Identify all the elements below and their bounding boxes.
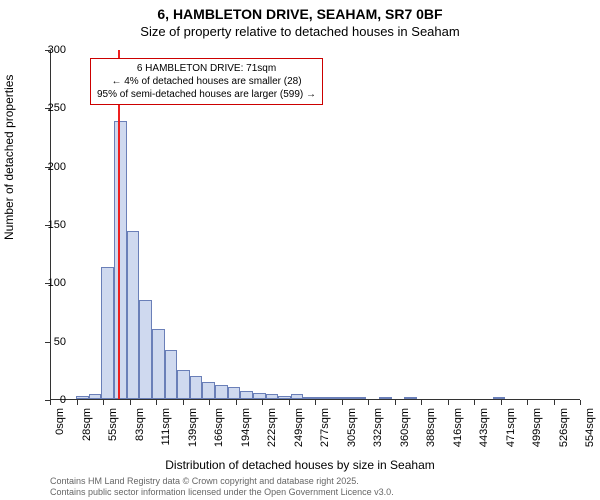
histogram-bar [404, 397, 417, 399]
histogram-bar [493, 397, 506, 399]
x-tick-mark [103, 400, 104, 405]
y-tick-mark [45, 342, 50, 343]
x-tick-mark [156, 400, 157, 405]
x-tick-mark [421, 400, 422, 405]
credits-line-1: Contains HM Land Registry data © Crown c… [50, 476, 394, 487]
histogram-bar [215, 385, 228, 399]
x-axis-label: Distribution of detached houses by size … [0, 458, 600, 472]
y-tick-mark [45, 225, 50, 226]
x-tick-mark [236, 400, 237, 405]
histogram-bar [240, 391, 253, 399]
y-tick-label: 100 [36, 277, 66, 289]
histogram-bar [202, 382, 215, 400]
x-tick-label: 471sqm [505, 408, 517, 447]
x-tick-label: 249sqm [293, 408, 305, 447]
chart-title-sub: Size of property relative to detached ho… [0, 24, 600, 39]
x-tick-mark [527, 400, 528, 405]
chart-title-main: 6, HAMBLETON DRIVE, SEAHAM, SR7 0BF [0, 6, 600, 22]
credits: Contains HM Land Registry data © Crown c… [50, 476, 394, 498]
x-tick-mark [315, 400, 316, 405]
x-tick-mark [130, 400, 131, 405]
x-tick-label: 166sqm [213, 408, 225, 447]
y-tick-label: 300 [36, 44, 66, 56]
annotation-line-1: 6 HAMBLETON DRIVE: 71sqm [97, 62, 316, 75]
histogram-bar [165, 350, 178, 399]
x-tick-label: 222sqm [266, 408, 278, 447]
histogram-bar [139, 300, 152, 399]
x-tick-mark [77, 400, 78, 405]
histogram-bar [316, 397, 329, 399]
x-tick-label: 388sqm [425, 408, 437, 447]
x-tick-mark [395, 400, 396, 405]
histogram-bar [228, 387, 241, 399]
histogram-bar [379, 397, 392, 399]
x-tick-mark [342, 400, 343, 405]
y-tick-label: 200 [36, 161, 66, 173]
x-tick-label: 139sqm [187, 408, 199, 447]
y-tick-mark [45, 108, 50, 109]
histogram-bar [266, 394, 279, 399]
x-tick-mark [554, 400, 555, 405]
y-tick-label: 0 [36, 394, 66, 406]
histogram-bar [190, 376, 203, 399]
histogram-bar [354, 397, 367, 399]
x-tick-label: 499sqm [531, 408, 543, 447]
x-tick-mark [209, 400, 210, 405]
x-tick-label: 332sqm [372, 408, 384, 447]
x-tick-mark [474, 400, 475, 405]
x-tick-label: 55sqm [107, 408, 119, 441]
histogram-bar [127, 231, 140, 399]
x-tick-label: 526sqm [558, 408, 570, 447]
histogram-bar [291, 394, 304, 399]
histogram-chart: 6, HAMBLETON DRIVE, SEAHAM, SR7 0BF Size… [0, 0, 600, 500]
x-tick-mark [580, 400, 581, 405]
x-tick-mark [501, 400, 502, 405]
credits-line-2: Contains public sector information licen… [50, 487, 394, 498]
x-tick-label: 83sqm [134, 408, 146, 441]
histogram-bar [341, 397, 354, 399]
histogram-bar [76, 396, 89, 400]
y-tick-mark [45, 167, 50, 168]
x-tick-label: 28sqm [81, 408, 93, 441]
y-tick-mark [45, 50, 50, 51]
x-tick-label: 277sqm [319, 408, 331, 447]
annotation-line-3: 95% of semi-detached houses are larger (… [97, 88, 316, 101]
histogram-bar [303, 397, 316, 399]
y-tick-mark [45, 283, 50, 284]
x-tick-mark [289, 400, 290, 405]
histogram-bar [114, 121, 127, 399]
histogram-bar [89, 394, 102, 399]
x-tick-mark [183, 400, 184, 405]
histogram-bar [177, 370, 190, 399]
y-tick-label: 250 [36, 102, 66, 114]
annotation-box: 6 HAMBLETON DRIVE: 71sqm ← 4% of detache… [90, 58, 323, 105]
histogram-bar [329, 397, 342, 399]
x-tick-label: 443sqm [478, 408, 490, 447]
histogram-bar [253, 393, 266, 399]
y-tick-label: 150 [36, 219, 66, 231]
histogram-bar [278, 396, 291, 400]
x-tick-label: 305sqm [346, 408, 358, 447]
x-tick-mark [262, 400, 263, 405]
histogram-bar [101, 267, 114, 399]
x-tick-label: 360sqm [399, 408, 411, 447]
x-tick-mark [368, 400, 369, 405]
histogram-bar [152, 329, 165, 399]
y-tick-label: 50 [36, 336, 66, 348]
x-tick-label: 416sqm [452, 408, 464, 447]
annotation-line-2: ← 4% of detached houses are smaller (28) [97, 75, 316, 88]
x-tick-mark [50, 400, 51, 405]
x-tick-label: 194sqm [240, 408, 252, 447]
x-tick-mark [448, 400, 449, 405]
y-axis-label: Number of detached properties [2, 75, 16, 240]
x-tick-label: 554sqm [584, 408, 596, 447]
x-tick-label: 0sqm [54, 408, 66, 435]
x-tick-label: 111sqm [160, 408, 172, 446]
